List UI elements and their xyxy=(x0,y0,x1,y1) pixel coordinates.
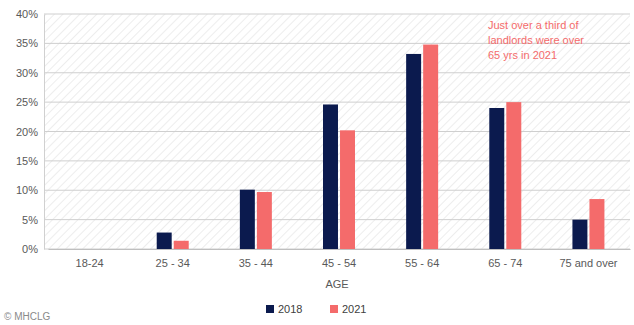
bar xyxy=(240,190,255,249)
y-tick-label: 10% xyxy=(16,184,38,196)
x-tick: 45 - 54 xyxy=(322,249,356,269)
x-axis-line xyxy=(49,249,631,250)
bars xyxy=(157,45,605,249)
x-tick-label: 35 - 44 xyxy=(239,257,273,269)
y-tick: 10% xyxy=(16,184,44,196)
bar xyxy=(157,233,172,249)
y-tick: 25% xyxy=(16,96,44,108)
y-tick-label: 30% xyxy=(16,67,38,79)
legend-label: 2021 xyxy=(342,303,366,315)
chart: 0% 5% 10% 15% 20% 25% 30% 35% 40% 18-24 25 - 34 35 … xyxy=(0,0,634,325)
grid-line xyxy=(44,14,630,15)
legend-label: 2018 xyxy=(278,303,302,315)
annotation-line: 65 yrs in 2021 xyxy=(488,49,557,61)
y-tick-label: 40% xyxy=(16,8,38,20)
y-tick-label: 35% xyxy=(16,37,38,49)
bar xyxy=(323,104,338,249)
bar xyxy=(74,249,89,250)
y-tick: 30% xyxy=(16,67,44,79)
x-tick-label: 55 - 64 xyxy=(405,257,439,269)
bar xyxy=(91,249,106,250)
bar xyxy=(506,102,521,249)
x-tick-label: 75 and over xyxy=(559,257,617,269)
y-tick: 40% xyxy=(16,8,44,20)
source: © MHCLG xyxy=(4,311,50,322)
bar xyxy=(489,108,504,249)
y-tick: 20% xyxy=(16,126,44,138)
y-tick: 35% xyxy=(16,37,44,49)
y-tick: 15% xyxy=(16,155,44,167)
bar xyxy=(257,192,272,249)
y-axis: 0% 5% 10% 15% 20% 25% 30% 35% 40% xyxy=(16,8,45,255)
bar-series xyxy=(157,54,588,249)
legend: 2018 2021 xyxy=(266,303,366,315)
y-tick: 0% xyxy=(22,243,44,255)
x-tick-label: 65 - 74 xyxy=(488,257,522,269)
plot-background xyxy=(44,14,630,249)
legend-swatch xyxy=(330,305,338,313)
bar xyxy=(174,241,189,249)
y-tick-label: 5% xyxy=(22,214,38,226)
y-tick-label: 25% xyxy=(16,96,38,108)
y-tick-label: 15% xyxy=(16,155,38,167)
x-tick: 75 and over xyxy=(559,249,617,269)
annotation-line: landlords were over xyxy=(488,34,584,46)
x-tick-label: 45 - 54 xyxy=(322,257,356,269)
annotation-line: Just over a third of xyxy=(488,19,579,31)
y-axis-line xyxy=(44,15,45,250)
grid xyxy=(44,14,630,249)
x-tick-label: 18-24 xyxy=(76,257,104,269)
bar xyxy=(406,54,421,249)
x-tick: 25 - 34 xyxy=(156,249,190,269)
annotation: Just over a third of landlords were over 6… xyxy=(488,19,584,61)
x-tick: 65 - 74 xyxy=(488,249,522,269)
y-tick-label: 20% xyxy=(16,126,38,138)
grid-line xyxy=(44,102,630,103)
y-tick-label: 0% xyxy=(22,243,38,255)
legend-swatch xyxy=(266,305,274,313)
x-axis: 18-24 25 - 34 35 - 44 45 - 54 55 - 64 65 - 74… xyxy=(49,249,631,269)
bar-series xyxy=(174,45,605,249)
grid-line xyxy=(44,72,630,73)
x-tick: 55 - 64 xyxy=(405,249,439,269)
bar xyxy=(340,130,355,249)
y-tick: 5% xyxy=(22,214,44,226)
x-tick: 35 - 44 xyxy=(239,249,273,269)
x-tick: 18-24 xyxy=(76,249,104,269)
bar xyxy=(572,220,587,249)
bar xyxy=(589,199,604,249)
bar xyxy=(423,45,438,249)
x-tick-label: 25 - 34 xyxy=(156,257,190,269)
x-axis-title: AGE xyxy=(325,278,348,290)
